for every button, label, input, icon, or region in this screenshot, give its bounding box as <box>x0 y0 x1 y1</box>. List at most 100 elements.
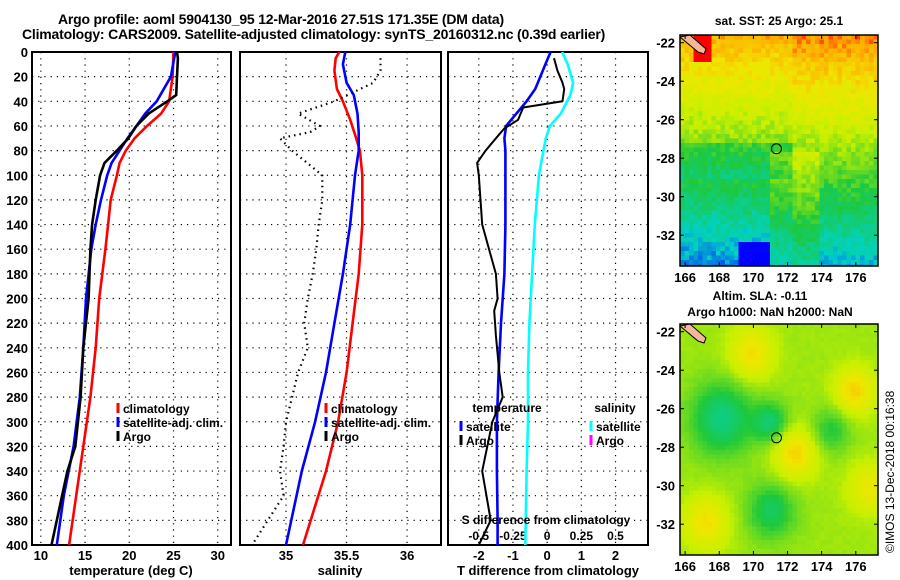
map-cell <box>842 93 847 99</box>
map-cell <box>815 351 820 356</box>
map-cell <box>806 508 811 514</box>
map-cell <box>743 472 748 478</box>
map-cell <box>819 39 825 45</box>
map-cell <box>824 513 829 518</box>
map-cell <box>824 233 829 238</box>
map-cell <box>783 129 789 135</box>
map-cell <box>693 544 699 550</box>
map-cell <box>837 522 843 527</box>
map-cell <box>689 174 694 180</box>
map-cell <box>842 351 847 356</box>
map-cell <box>819 143 825 148</box>
map-cell <box>842 400 847 406</box>
map-cell <box>873 504 878 509</box>
map-cell <box>824 418 829 424</box>
map-cell <box>783 535 789 541</box>
map-cell <box>720 98 726 103</box>
map-cell <box>860 333 865 338</box>
map-cell <box>770 333 775 338</box>
map-cell <box>869 324 874 329</box>
map-cell <box>779 179 784 184</box>
map-cell <box>770 477 775 482</box>
map-cell <box>684 436 690 442</box>
map-cell <box>869 414 874 419</box>
map-cell <box>698 260 703 265</box>
map-cell <box>684 161 690 166</box>
map-cell <box>801 391 807 397</box>
map-cell <box>792 228 798 234</box>
map-cell <box>824 427 829 433</box>
map-cell <box>684 486 690 491</box>
map-cell <box>684 134 690 139</box>
map-cell <box>756 120 762 126</box>
map-cell <box>743 477 748 482</box>
map-cell <box>864 405 870 410</box>
map-cell <box>855 215 861 220</box>
map-cell <box>756 98 762 103</box>
map-cell <box>747 544 753 550</box>
map-cell <box>729 116 735 121</box>
map-cell <box>747 111 753 117</box>
map-cell <box>725 342 730 347</box>
map-cell <box>711 111 717 117</box>
map-cell <box>873 351 878 356</box>
map-cell <box>738 553 744 555</box>
map-cell <box>860 553 865 555</box>
map-cell <box>765 355 771 361</box>
map-cell <box>783 215 789 220</box>
map-cell <box>819 468 825 473</box>
map-cell <box>855 120 861 126</box>
map-cell <box>752 441 757 446</box>
map-cell <box>806 418 811 424</box>
map-cell <box>684 387 690 392</box>
map-cell <box>743 89 748 94</box>
map-cell <box>761 165 766 171</box>
map-cell <box>806 35 811 40</box>
map-cell <box>698 39 703 45</box>
map-cell <box>828 526 834 532</box>
map-cell <box>779 57 784 63</box>
map-cell <box>833 206 838 211</box>
map-cell <box>851 369 856 374</box>
map-cell <box>806 246 811 252</box>
map-cell <box>824 445 829 451</box>
map-cell <box>765 432 771 437</box>
map-cell <box>837 459 843 464</box>
map-cell <box>846 355 852 361</box>
map-cell <box>779 107 784 112</box>
map-cell <box>824 423 829 428</box>
map-cell <box>846 535 852 541</box>
map-cell <box>864 215 870 220</box>
map-cell <box>864 450 870 455</box>
map-cell <box>761 454 766 460</box>
map-cell <box>801 116 807 121</box>
map-cell <box>707 445 712 451</box>
map-cell <box>702 53 708 58</box>
map-cell <box>824 477 829 482</box>
map-cell <box>734 228 739 234</box>
map-cell <box>689 400 694 406</box>
map-cell <box>711 107 717 112</box>
map-cell <box>747 387 753 392</box>
map-cell <box>788 432 793 437</box>
x-tick-label: 30 <box>210 548 224 563</box>
map-cell <box>720 260 726 265</box>
map-cell <box>824 179 829 184</box>
map-cell <box>864 427 870 433</box>
map-cell <box>738 396 744 401</box>
map-cell <box>806 179 811 184</box>
map-cell <box>770 201 775 207</box>
map-cell <box>810 328 816 334</box>
map-cell <box>851 351 856 356</box>
map-cell <box>756 129 762 135</box>
map-cell <box>729 553 735 555</box>
map-cell <box>869 188 874 193</box>
map-cell <box>873 513 878 518</box>
map-cell <box>819 44 825 49</box>
map-cell <box>743 441 748 446</box>
map-cell <box>824 129 829 135</box>
map-cell <box>833 188 838 193</box>
map-cell <box>693 152 699 157</box>
map-cell <box>711 246 717 252</box>
map-cell <box>770 197 775 202</box>
